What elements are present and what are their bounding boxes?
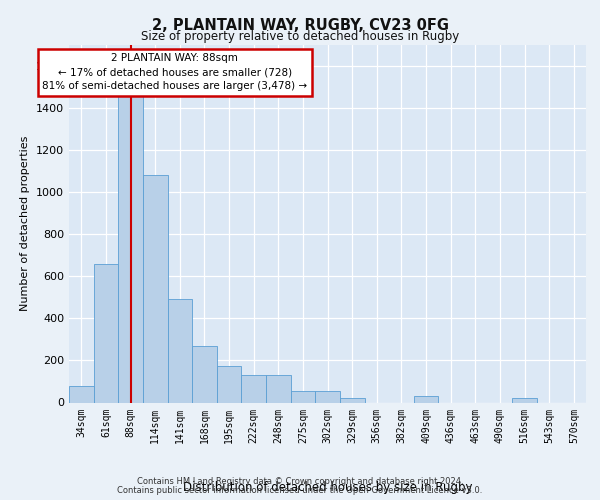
Bar <box>340 398 365 402</box>
Bar <box>217 366 241 403</box>
Bar <box>512 398 537 402</box>
Bar <box>241 375 266 402</box>
Bar <box>192 346 217 403</box>
Bar <box>414 396 439 402</box>
X-axis label: Distribution of detached houses by size in Rugby: Distribution of detached houses by size … <box>183 482 472 494</box>
Bar <box>69 386 94 402</box>
Text: Contains public sector information licensed under the Open Government Licence v3: Contains public sector information licen… <box>118 486 482 495</box>
Y-axis label: Number of detached properties: Number of detached properties <box>20 136 31 312</box>
Text: Size of property relative to detached houses in Rugby: Size of property relative to detached ho… <box>141 30 459 43</box>
Bar <box>143 176 167 402</box>
Text: 2 PLANTAIN WAY: 88sqm
← 17% of detached houses are smaller (728)
81% of semi-det: 2 PLANTAIN WAY: 88sqm ← 17% of detached … <box>43 54 307 92</box>
Bar <box>266 375 290 402</box>
Bar <box>94 264 118 402</box>
Bar <box>290 391 315 402</box>
Bar <box>118 87 143 402</box>
Bar <box>167 300 192 403</box>
Bar <box>315 391 340 402</box>
Text: Contains HM Land Registry data © Crown copyright and database right 2024.: Contains HM Land Registry data © Crown c… <box>137 477 463 486</box>
Text: 2, PLANTAIN WAY, RUGBY, CV23 0FG: 2, PLANTAIN WAY, RUGBY, CV23 0FG <box>151 18 449 32</box>
